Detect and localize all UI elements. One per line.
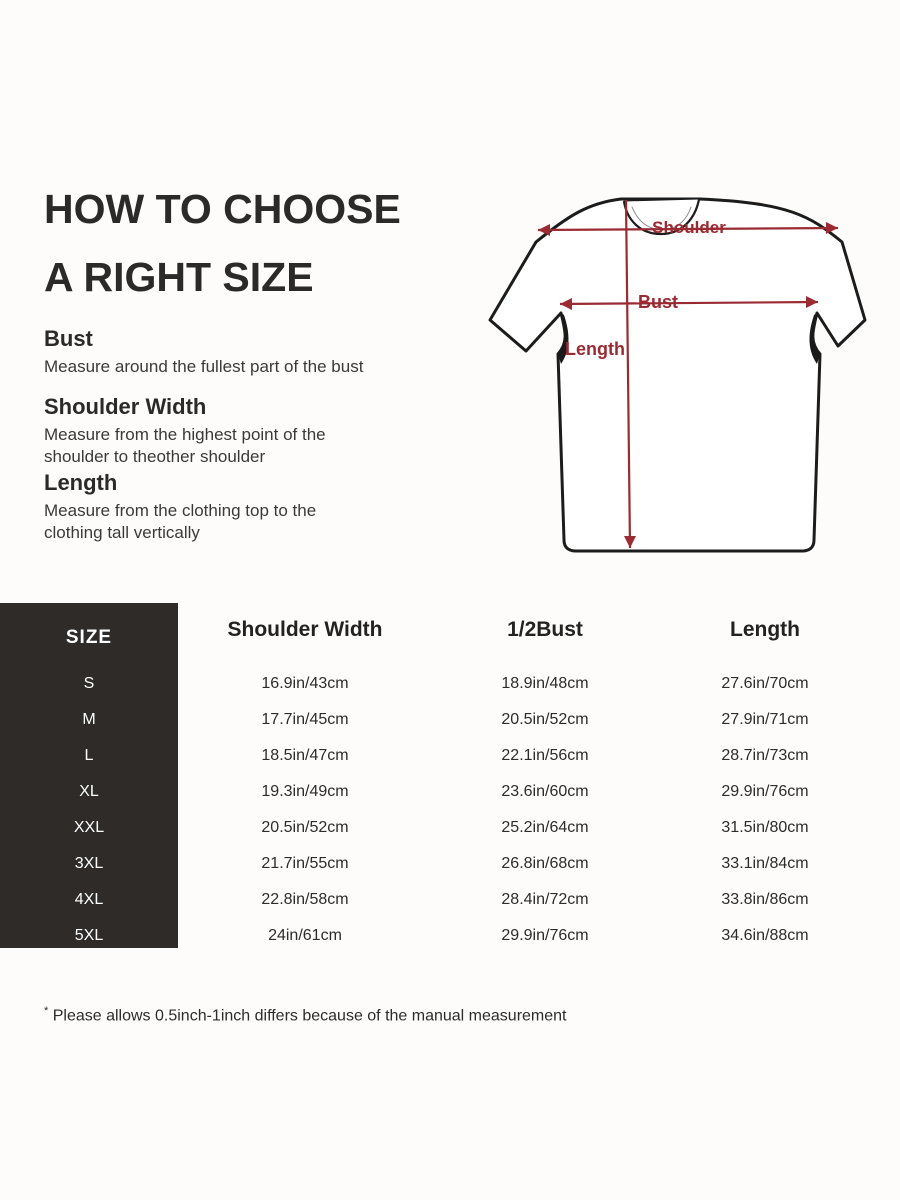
svg-text:Shoulder: Shoulder [652, 218, 726, 237]
svg-text:Bust: Bust [638, 292, 678, 312]
svg-text:Length: Length [565, 339, 625, 359]
